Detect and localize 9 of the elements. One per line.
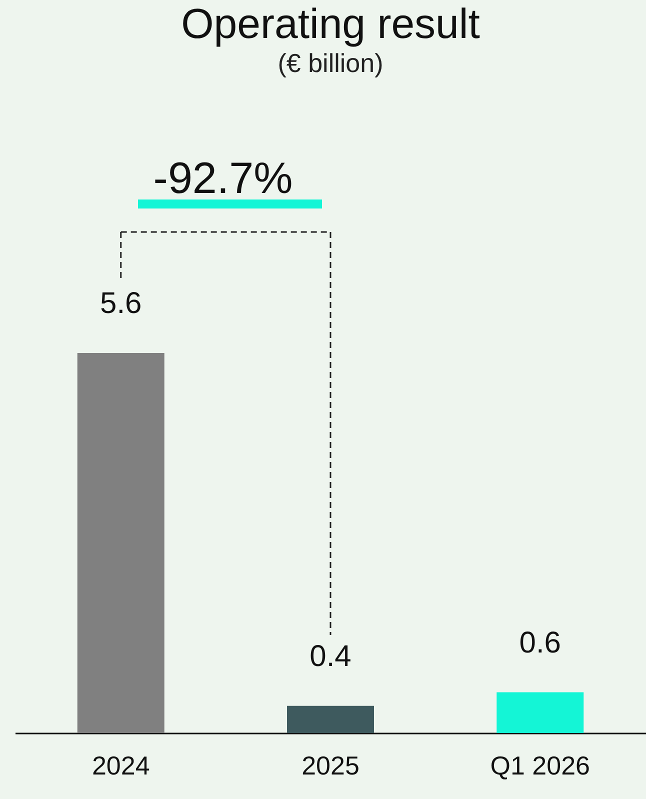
data-label: 5.6 <box>100 287 142 320</box>
x-tick-label: Q1 2026 <box>490 750 590 780</box>
chart-subtitle: (€ billion) <box>278 48 384 78</box>
chart-title: Operating result <box>181 0 480 47</box>
x-tick-label: 2024 <box>92 750 150 780</box>
data-label: 0.4 <box>310 640 352 673</box>
text: -92.7% <box>153 154 293 203</box>
x-tick-label: 2025 <box>302 750 360 780</box>
data-label: 0.6 <box>519 626 561 660</box>
